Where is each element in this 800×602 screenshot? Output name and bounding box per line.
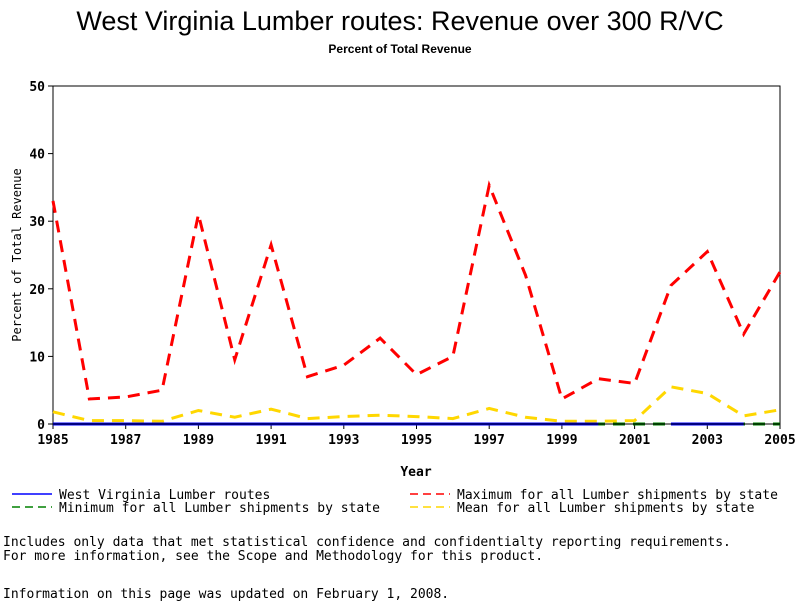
note-confidence: Includes only data that met statistical … [3,535,731,550]
x-tick-label: 1993 [328,433,359,448]
x-tick-label: 1995 [401,433,432,448]
y-tick-label: 40 [29,148,45,163]
legend-label: Mean for all Lumber shipments by state [457,501,755,516]
note-updated: Information on this page was updated on … [3,587,450,602]
legend-label: Maximum for all Lumber shipments by stat… [457,488,778,503]
x-tick-label: 1997 [474,433,505,448]
series-line-3 [52,385,781,423]
legend-label: Minimum for all Lumber shipments by stat… [59,501,380,516]
y-tick-label: 50 [29,80,45,95]
x-tick-label: 2005 [764,433,795,448]
series-line-1 [51,180,782,402]
x-axis-label: Year [400,465,431,480]
note-methodology: For more information, see the Scope and … [3,549,544,564]
x-tick-label: 1999 [546,433,577,448]
plot-frame [52,85,781,425]
y-tick-label: 30 [29,215,45,230]
x-tick-label: 2003 [692,433,723,448]
x-tick-label: 1987 [110,433,141,448]
legend-label: West Virginia Lumber routes [59,488,270,503]
line-chart: 0 10 20 30 40 50 1985 1987 1989 1991 1993 1995 1997 1… [10,80,796,516]
y-tick-label: 10 [29,350,45,365]
y-tick-label: 20 [29,283,45,298]
y-tick-label: 0 [37,418,45,433]
x-tick-label: 1985 [37,433,68,448]
x-tick-label: 2001 [619,433,650,448]
x-tick-label: 1989 [183,433,214,448]
chart-title: West Virginia Lumber routes: Revenue ove… [76,6,724,36]
chart-subtitle: Percent of Total Revenue [328,42,472,56]
y-axis-label: Percent of Total Revenue [10,168,24,341]
x-tick-label: 1991 [255,433,286,448]
